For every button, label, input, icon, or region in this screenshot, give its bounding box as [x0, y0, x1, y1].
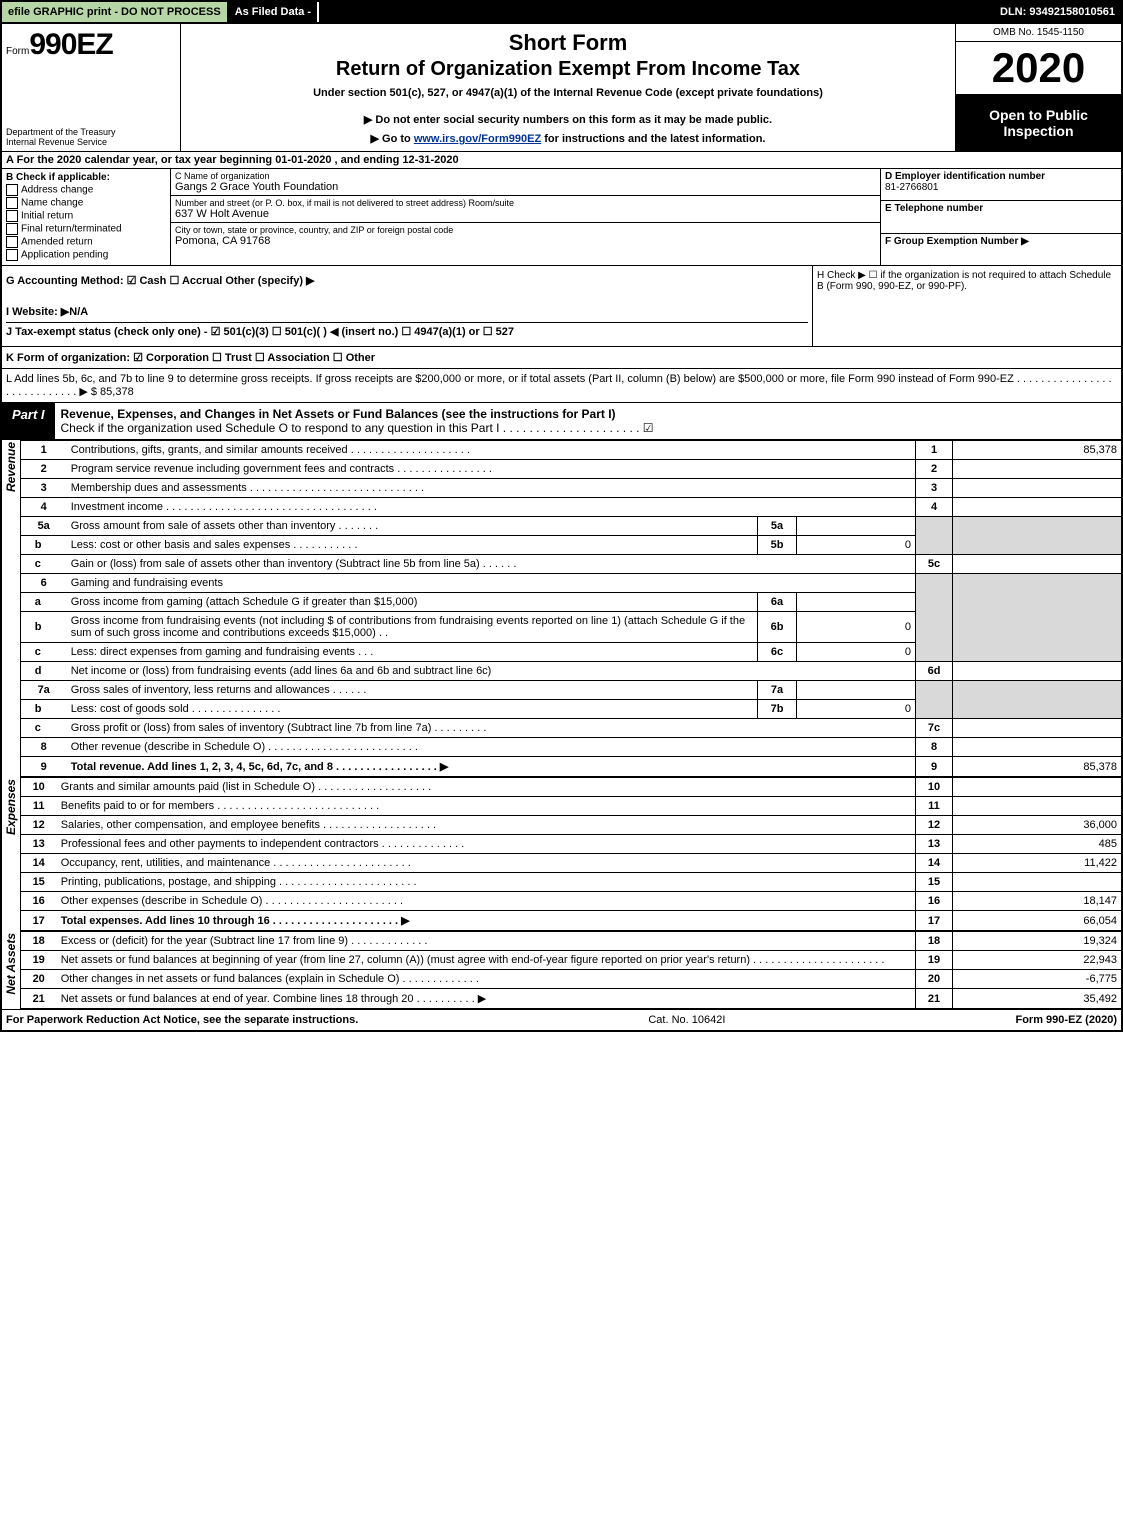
top-bar: efile GRAPHIC print - DO NOT PROCESS As …: [0, 0, 1123, 24]
efile-banner: efile GRAPHIC print - DO NOT PROCESS: [2, 2, 229, 22]
i-website: I Website: ▶N/A: [6, 306, 88, 318]
line-13: 13Professional fees and other payments t…: [20, 835, 1122, 854]
check-b-label: B Check if applicable:: [6, 172, 166, 183]
line-6d: dNet income or (loss) from fundraising e…: [20, 662, 1122, 681]
k-form-org: K Form of organization: ☑ Corporation ☐ …: [0, 347, 1123, 369]
line-3: 3Membership dues and assessments . . . .…: [20, 479, 1122, 498]
expenses-section: Expenses 10Grants and similar amounts pa…: [0, 777, 1123, 931]
line-16: 16Other expenses (describe in Schedule O…: [20, 892, 1122, 911]
tax-year: 2020: [956, 42, 1121, 95]
department-label: Department of the Treasury Internal Reve…: [6, 127, 176, 147]
e-phone-label: E Telephone number: [885, 203, 1117, 214]
goto-suffix: for instructions and the latest informat…: [544, 133, 765, 145]
cb-pending[interactable]: Application pending: [6, 249, 166, 261]
header-mid: Short Form Return of Organization Exempt…: [181, 24, 955, 151]
header-left: Form 990EZ Department of the Treasury In…: [2, 24, 181, 151]
revenue-sidelabel: Revenue: [0, 440, 20, 777]
c-name-value: Gangs 2 Grace Youth Foundation: [175, 181, 876, 193]
line-14: 14Occupancy, rent, utilities, and mainte…: [20, 854, 1122, 873]
line-7c: cGross profit or (loss) from sales of in…: [20, 719, 1122, 738]
line-2: 2Program service revenue including gover…: [20, 460, 1122, 479]
footer-catno: Cat. No. 10642I: [648, 1014, 725, 1026]
footer-left: For Paperwork Reduction Act Notice, see …: [6, 1014, 358, 1026]
subtitle-section: Under section 501(c), 527, or 4947(a)(1)…: [187, 87, 949, 99]
g-accounting: G Accounting Method: ☑ Cash ☐ Accrual Ot…: [2, 266, 812, 346]
cb-name[interactable]: Name change: [6, 197, 166, 209]
netassets-sidelabel: Net Assets: [0, 931, 20, 1009]
right-info: D Employer identification number 81-2766…: [880, 169, 1121, 265]
line-6: 6Gaming and fundraising events: [20, 574, 1122, 593]
footer-form: Form 990-EZ (2020): [1015, 1014, 1117, 1026]
revenue-section: Revenue 1Contributions, gifts, grants, a…: [0, 440, 1123, 777]
line-8: 8Other revenue (describe in Schedule O) …: [20, 738, 1122, 757]
line-10: 10Grants and similar amounts paid (list …: [20, 778, 1122, 797]
goto-line: ▶ Go to www.irs.gov/Form990EZ for instru…: [187, 132, 949, 145]
form-prefix: Form: [6, 46, 29, 57]
omb-number: OMB No. 1545-1150: [956, 24, 1121, 42]
line-17: 17Total expenses. Add lines 10 through 1…: [20, 911, 1122, 931]
cb-amended[interactable]: Amended return: [6, 236, 166, 248]
cb-initial[interactable]: Initial return: [6, 210, 166, 222]
line-a: A For the 2020 calendar year, or tax yea…: [0, 152, 1123, 169]
line-18: 18Excess or (deficit) for the year (Subt…: [20, 932, 1122, 951]
header-right: OMB No. 1545-1150 2020 Open to Public In…: [955, 24, 1121, 151]
l-gross-receipts: L Add lines 5b, 6c, and 7b to line 9 to …: [0, 369, 1123, 403]
d-ein-value: 81-2766801: [885, 182, 1117, 193]
line-5a: 5aGross amount from sale of assets other…: [20, 517, 1122, 536]
addr-value: 637 W Holt Avenue: [175, 208, 876, 220]
title-short-form: Short Form: [187, 30, 949, 56]
part1-tab: Part I: [2, 403, 55, 439]
line-7a: 7aGross sales of inventory, less returns…: [20, 681, 1122, 700]
part1-header: Part I Revenue, Expenses, and Changes in…: [0, 403, 1123, 440]
goto-link[interactable]: www.irs.gov/Form990EZ: [414, 133, 541, 145]
city-value: Pomona, CA 91768: [175, 235, 876, 247]
line-19: 19Net assets or fund balances at beginni…: [20, 951, 1122, 970]
line-9: 9Total revenue. Add lines 1, 2, 3, 4, 5c…: [20, 757, 1122, 777]
cb-address[interactable]: Address change: [6, 184, 166, 196]
line-4: 4Investment income . . . . . . . . . . .…: [20, 498, 1122, 517]
addr-label: Number and street (or P. O. box, if mail…: [175, 198, 876, 208]
org-info: C Name of organization Gangs 2 Grace You…: [171, 169, 880, 265]
dln: DLN: 93492158010561: [994, 2, 1121, 22]
goto-prefix: ▶ Go to: [371, 133, 414, 145]
f-group-label: F Group Exemption Number ▶: [885, 236, 1117, 247]
as-filed-label: As Filed Data -: [229, 2, 319, 22]
info-block: B Check if applicable: Address change Na…: [0, 169, 1123, 266]
page-footer: For Paperwork Reduction Act Notice, see …: [0, 1009, 1123, 1032]
d-ein-label: D Employer identification number: [885, 171, 1117, 182]
line-1: 1Contributions, gifts, grants, and simil…: [20, 441, 1122, 460]
line-12: 12Salaries, other compensation, and empl…: [20, 816, 1122, 835]
h-schedule-b: H Check ▶ ☐ if the organization is not r…: [812, 266, 1121, 346]
cb-final[interactable]: Final return/terminated: [6, 223, 166, 235]
line-5c: cGain or (loss) from sale of assets othe…: [20, 555, 1122, 574]
form-number-block: Form 990EZ: [6, 28, 176, 62]
line-15: 15Printing, publications, postage, and s…: [20, 873, 1122, 892]
line-20: 20Other changes in net assets or fund ba…: [20, 970, 1122, 989]
expenses-sidelabel: Expenses: [0, 777, 20, 931]
form-number: 990EZ: [29, 28, 112, 62]
line-11: 11Benefits paid to or for members . . . …: [20, 797, 1122, 816]
ssn-warning: ▶ Do not enter social security numbers o…: [187, 113, 949, 126]
open-to-public: Open to Public Inspection: [956, 95, 1121, 151]
line-21: 21Net assets or fund balances at end of …: [20, 989, 1122, 1009]
title-return: Return of Organization Exempt From Incom…: [187, 58, 949, 81]
gh-row: G Accounting Method: ☑ Cash ☐ Accrual Ot…: [0, 266, 1123, 347]
j-tax-exempt: J Tax-exempt status (check only one) - ☑…: [6, 326, 514, 338]
c-name-label: C Name of organization: [175, 171, 876, 181]
part1-title: Revenue, Expenses, and Changes in Net As…: [55, 403, 1121, 439]
netassets-section: Net Assets 18Excess or (deficit) for the…: [0, 931, 1123, 1009]
check-b-block: B Check if applicable: Address change Na…: [2, 169, 171, 265]
form-header: Form 990EZ Department of the Treasury In…: [0, 24, 1123, 152]
city-label: City or town, state or province, country…: [175, 225, 876, 235]
